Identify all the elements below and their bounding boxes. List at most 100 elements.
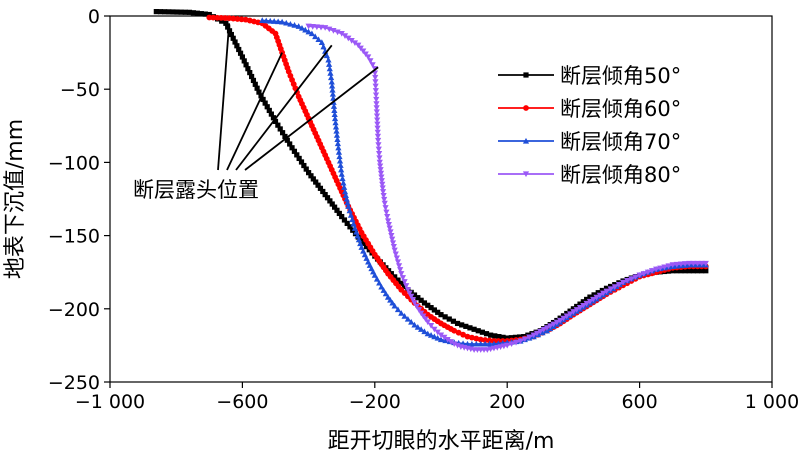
data-point [272,118,279,125]
data-point [252,81,258,87]
data-point [682,268,688,274]
data-point [394,259,402,266]
data-point [378,178,385,184]
data-point [262,100,268,106]
data-point [438,312,444,318]
data-point [435,309,441,315]
data-point [275,18,282,25]
data-point [421,300,428,306]
data-point [397,267,404,273]
data-point [333,127,340,134]
data-point [403,283,410,289]
data-point [644,269,651,276]
data-point [580,302,587,309]
data-point [628,276,635,282]
data-point [411,300,418,307]
data-point [320,188,326,195]
data-point [310,176,316,182]
data-point [291,148,298,154]
data-point [550,321,557,328]
y-axis-title: 地表下沉值/mm [3,119,28,279]
data-point [560,315,567,322]
data-point [587,294,593,300]
data-point [328,78,335,85]
data-point [434,334,441,341]
data-point [289,145,295,151]
data-point [260,96,266,103]
data-point [398,271,405,277]
data-point [384,218,392,225]
plot-area [109,15,773,383]
data-point [379,185,386,192]
annotation-label: 断层露头位置 [133,178,259,202]
data-point [340,179,347,186]
plot-frame [109,15,773,383]
data-point [378,283,385,290]
data-point [504,342,511,349]
data-point [369,62,376,68]
data-point [331,107,338,113]
data-point [291,22,298,28]
data-point [543,325,551,331]
data-point [427,332,435,338]
data-point [699,268,705,274]
data-point [533,330,541,337]
data-point [665,263,672,270]
data-point [395,263,403,269]
data-point [153,9,159,15]
data-point [404,315,411,322]
data-point [530,332,537,339]
data-point [259,17,266,23]
data-point [398,280,404,286]
annotation-leader-line [226,52,283,171]
data-point [372,79,379,85]
data-point [475,328,481,334]
data-point [250,77,257,84]
y-tick-label: −100 [48,152,100,174]
data-point [245,66,251,72]
data-point [383,209,390,216]
data-point [341,184,348,190]
data-point [351,40,359,47]
data-point [428,305,434,311]
data-point [190,10,197,16]
data-point [162,9,168,15]
data-point [455,329,462,336]
data-point [348,37,355,44]
data-point [279,130,286,136]
data-point [577,301,583,307]
y-tick-label: −150 [48,226,100,248]
data-point [479,329,485,335]
data-point [256,89,262,95]
data-point [393,255,400,262]
data-point [341,217,348,223]
data-point [308,173,314,179]
data-point [334,140,342,147]
data-point [694,260,701,267]
data-point [483,331,490,337]
data-point [451,341,458,348]
data-point [344,199,351,206]
data-point [166,9,172,15]
data-point [379,189,387,195]
data-point [580,299,586,305]
legend-marker [523,105,529,111]
data-point [398,310,405,316]
data-point [389,236,396,243]
data-point [619,279,627,286]
data-point [401,283,408,290]
data-point [303,166,309,172]
data-point [157,9,164,15]
data-point [504,335,510,341]
data-point [661,264,668,271]
data-point [424,330,431,337]
data-point [379,181,386,188]
data-point [287,20,294,27]
data-point [373,275,381,282]
data-point [371,272,378,278]
legend-entry-2: 断层倾角60° [498,97,681,121]
data-point [694,268,701,274]
data-point [330,28,337,34]
y-tick-label: −250 [48,372,100,394]
